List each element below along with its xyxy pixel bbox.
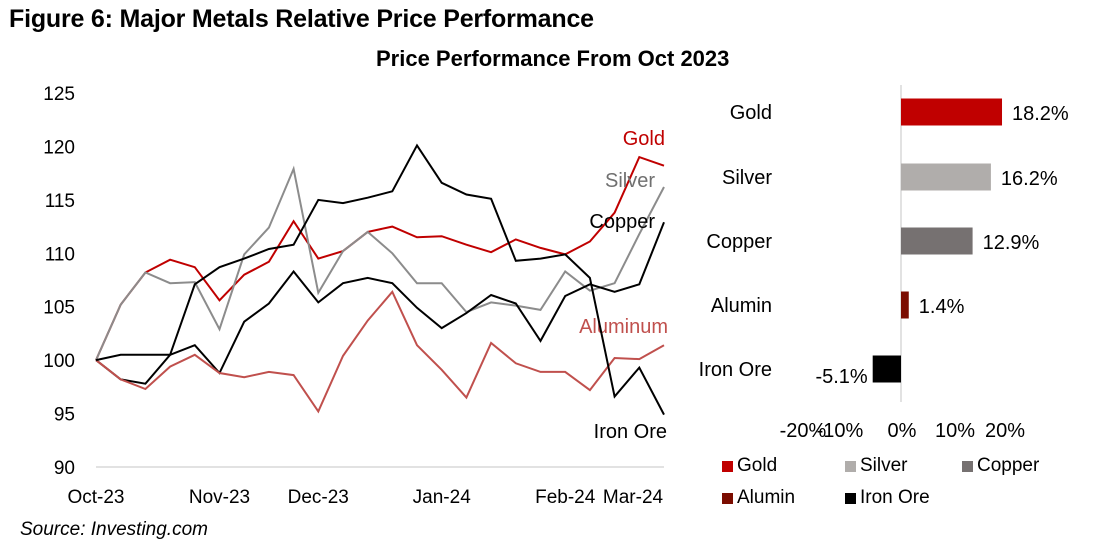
- bar-x-tick-label: 20%: [985, 420, 1025, 442]
- y-tick-label: 90: [54, 458, 75, 479]
- series-label-copper: Copper: [589, 211, 655, 233]
- bar-x-tick-label: -10%: [817, 420, 864, 442]
- figure-title: Figure 6: Major Metals Relative Price Pe…: [9, 5, 594, 33]
- legend-swatch-gold: [722, 460, 733, 472]
- bar-x-tick-label: -20%: [780, 420, 827, 442]
- series-line-aluminum: [95, 289, 665, 414]
- x-tick-label: Mar-24: [603, 487, 664, 508]
- x-tick-label: Oct-23: [67, 487, 124, 508]
- bar-gold: [901, 98, 1003, 126]
- bar-x-tick-label: 10%: [935, 420, 975, 442]
- series-line-iron-ore: [95, 143, 665, 416]
- series-line-copper: [95, 221, 665, 385]
- bar-category-label: Copper: [706, 231, 772, 253]
- legend-label: Silver: [860, 455, 908, 476]
- line-chart: 90 95 100 105 110 115 120 125 Oct-23 Nov-23 Dec-23…: [43, 84, 668, 508]
- bar-chart-title: Price Performance From Oct 2023: [376, 46, 730, 71]
- legend-item-copper: Copper: [962, 455, 1039, 477]
- bar-silver: [901, 163, 991, 191]
- bar-value-label: -5.1%: [815, 366, 867, 388]
- bar-category-label: Silver: [722, 167, 772, 189]
- y-tick-label: 100: [43, 351, 75, 372]
- bar-value-label: 18.2%: [1012, 103, 1069, 125]
- y-tick-label: 110: [45, 244, 75, 265]
- series-label-gold: Gold: [623, 128, 665, 150]
- legend-swatch-silver: [845, 460, 856, 472]
- series-line-gold: [95, 155, 665, 361]
- series-label-aluminum: Aluminum: [579, 316, 668, 338]
- y-tick-label: 120: [43, 137, 75, 158]
- y-tick-label: 115: [45, 191, 75, 212]
- source-note: Source: Investing.com: [20, 519, 208, 540]
- bar-iron-ore: [872, 355, 901, 383]
- legend-item-iron-ore: Iron Ore: [845, 487, 930, 509]
- y-tick-label: 125: [43, 84, 75, 105]
- legend-label: Alumin: [737, 487, 796, 508]
- y-tick-label: 105: [43, 298, 75, 319]
- bar-chart: Gold 18.2% Silver 16.2% Copper 12.9% Alumin 1.4…: [699, 85, 1069, 442]
- bar-value-label: 16.2%: [1001, 168, 1058, 190]
- bar-category-label: Iron Ore: [699, 359, 772, 381]
- legend-item-gold: Gold: [722, 455, 777, 477]
- series-line-silver: [95, 165, 665, 361]
- series-label-iron-ore: Iron Ore: [594, 421, 667, 443]
- x-tick-label: Feb-24: [535, 487, 596, 508]
- legend-swatch-alumin: [722, 492, 733, 504]
- bar-category-label: Gold: [730, 102, 772, 124]
- legend-item-alumin: Alumin: [722, 487, 795, 509]
- legend-label: Gold: [737, 455, 778, 476]
- x-tick-label: Dec-23: [288, 487, 349, 508]
- legend-label: Iron Ore: [860, 487, 930, 508]
- bar-category-label: Alumin: [711, 295, 772, 317]
- bar-value-label: 12.9%: [983, 232, 1040, 254]
- x-tick-label: Jan-24: [413, 487, 472, 508]
- legend-swatch-iron-ore: [845, 492, 856, 504]
- legend-label: Copper: [977, 455, 1040, 476]
- x-tick-label: Nov-23: [189, 487, 250, 508]
- legend-item-silver: Silver: [845, 455, 908, 477]
- y-tick-label: 95: [54, 405, 75, 426]
- bar-value-label: 1.4%: [919, 296, 965, 318]
- bar-copper: [901, 227, 973, 255]
- legend-swatch-copper: [962, 460, 973, 472]
- bar-alumin: [901, 291, 909, 319]
- series-label-silver: Silver: [605, 170, 655, 192]
- bar-x-tick-label: 0%: [888, 420, 917, 442]
